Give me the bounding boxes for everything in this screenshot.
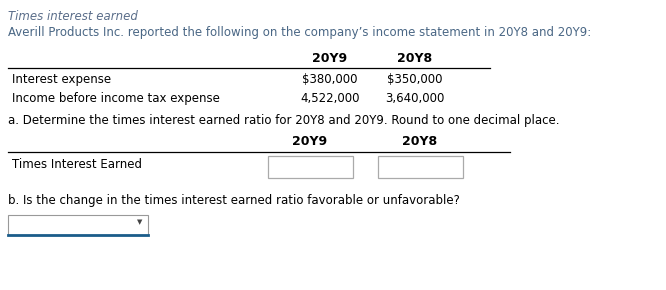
Text: Averill Products Inc. reported the following on the company’s income statement i: Averill Products Inc. reported the follo… <box>8 26 591 39</box>
Text: b. Is the change in the times interest earned ratio favorable or unfavorable?: b. Is the change in the times interest e… <box>8 194 460 207</box>
Text: Interest expense: Interest expense <box>12 73 111 86</box>
FancyBboxPatch shape <box>268 156 353 178</box>
Text: 20Y8: 20Y8 <box>398 52 432 65</box>
Text: Times Interest Earned: Times Interest Earned <box>12 158 142 171</box>
FancyBboxPatch shape <box>8 215 148 235</box>
Text: ▼: ▼ <box>137 219 143 225</box>
Text: Times interest earned: Times interest earned <box>8 10 138 23</box>
Text: $350,000: $350,000 <box>387 73 443 86</box>
Text: $380,000: $380,000 <box>302 73 358 86</box>
Text: 4,522,000: 4,522,000 <box>300 92 360 105</box>
FancyBboxPatch shape <box>378 156 463 178</box>
Text: 20Y8: 20Y8 <box>402 135 438 148</box>
Text: 20Y9: 20Y9 <box>292 135 328 148</box>
Text: 20Y9: 20Y9 <box>312 52 348 65</box>
Text: Income before income tax expense: Income before income tax expense <box>12 92 220 105</box>
Text: 3,640,000: 3,640,000 <box>386 92 445 105</box>
Text: a. Determine the times interest earned ratio for 20Y8 and 20Y9. Round to one dec: a. Determine the times interest earned r… <box>8 114 559 127</box>
